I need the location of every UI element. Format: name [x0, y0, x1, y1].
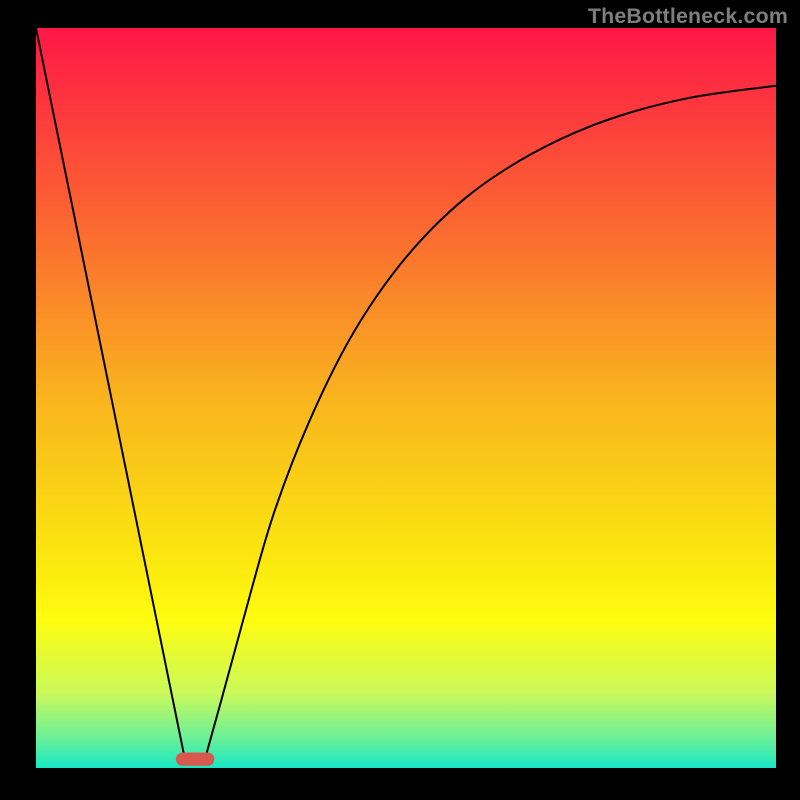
- watermark-text: TheBottleneck.com: [588, 4, 788, 29]
- bottleneck-chart: [36, 28, 776, 768]
- optimal-point-marker: [176, 752, 214, 765]
- chart-background: [36, 28, 776, 768]
